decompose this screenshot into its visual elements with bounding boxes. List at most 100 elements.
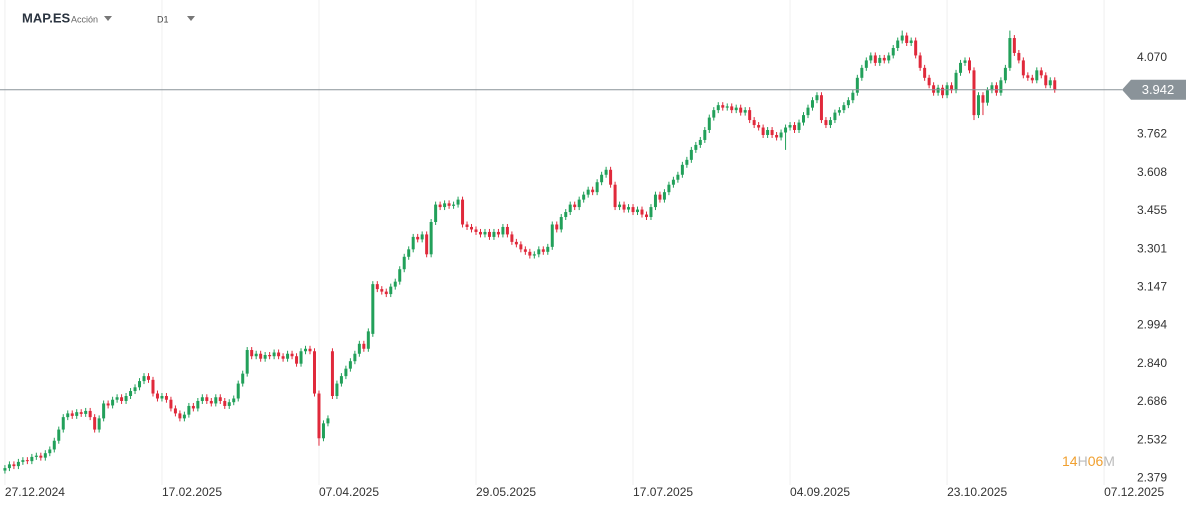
candle-body [828, 120, 832, 126]
x-tick-label: 23.10.2025 [947, 485, 1007, 499]
timeframe[interactable]: D1 [157, 14, 169, 24]
candles [3, 30, 1057, 474]
candle-body [604, 169, 608, 175]
candle-body [223, 400, 227, 406]
candle-body [882, 57, 886, 61]
candle-body [241, 373, 245, 384]
candle-body [810, 100, 814, 108]
y-tick-label: 2.686 [1137, 394, 1167, 408]
candle-body [725, 106, 729, 108]
candle-body [281, 356, 285, 359]
candle-body [371, 284, 375, 334]
countdown-minutes-unit: M [1103, 453, 1115, 469]
candle-body [259, 353, 263, 359]
candle-body [1026, 75, 1030, 78]
candle-body [236, 383, 240, 399]
candle-body [75, 412, 79, 416]
candle-body [985, 90, 989, 103]
candle-body [1048, 80, 1052, 86]
candle-body [263, 354, 267, 359]
candle-body [1021, 60, 1025, 76]
candle-body [348, 361, 352, 369]
candle-body [721, 105, 725, 108]
x-tick-label: 17.02.2025 [162, 485, 222, 499]
candle-body [873, 55, 877, 63]
candle-body [133, 387, 137, 392]
x-tick-label: 04.09.2025 [790, 485, 850, 499]
candle-body [321, 423, 325, 439]
candle-body [496, 231, 500, 235]
y-tick-label: 3.455 [1137, 203, 1167, 217]
candle-body [1039, 70, 1043, 76]
candle-body [775, 134, 779, 138]
candle-body [510, 234, 514, 242]
candle-body [214, 397, 218, 404]
candle-body [707, 117, 711, 131]
candle-body [860, 67, 864, 78]
y-tick-label: 3.762 [1137, 127, 1167, 141]
candle-body [66, 413, 70, 418]
candle-body [196, 400, 200, 409]
candle-body [295, 356, 299, 364]
candle-body [187, 405, 191, 415]
candle-body [703, 130, 707, 140]
candle-body [815, 95, 819, 101]
candle-body [456, 199, 460, 205]
candle-body [609, 169, 613, 185]
candle-body [254, 353, 258, 357]
candle-body [474, 229, 478, 232]
candle-body [976, 95, 980, 116]
candle-body [618, 204, 622, 208]
candle-body [734, 107, 738, 111]
symbol-dropdown[interactable] [104, 16, 112, 21]
candle-body [290, 353, 294, 357]
candle-body [932, 85, 936, 93]
candle-body [797, 122, 801, 131]
candle-body [653, 194, 657, 208]
candle-body [366, 331, 370, 349]
countdown-hours-unit: H [1078, 453, 1088, 469]
y-tick-label: 3.608 [1137, 165, 1167, 179]
candle-body [111, 399, 115, 406]
countdown-hours: 14 [1062, 453, 1078, 469]
candle-body [595, 182, 599, 193]
candle-body [227, 402, 231, 406]
candle-body [398, 269, 402, 282]
candle-body [155, 393, 159, 399]
candle-body [972, 70, 976, 116]
candle-body [52, 440, 56, 450]
candle-body [523, 249, 527, 252]
candle-body [806, 107, 810, 116]
candle-body [416, 236, 420, 240]
candle-body [425, 234, 429, 255]
instrument-type: Acción [71, 14, 98, 24]
candle-body [833, 112, 837, 121]
candle-body [918, 55, 922, 68]
candle-body [644, 214, 648, 218]
candle-body [84, 410, 88, 414]
candle-body [452, 204, 456, 206]
candle-body [559, 217, 563, 230]
candle-body [698, 139, 702, 145]
countdown-minutes: 06 [1088, 453, 1104, 469]
candle-body [555, 224, 559, 230]
y-tick-label: 2.840 [1137, 356, 1167, 370]
candle-body [950, 85, 954, 91]
candle-body [662, 192, 666, 200]
x-tick-label: 27.12.2024 [5, 485, 65, 499]
timeframe-dropdown[interactable] [187, 16, 195, 21]
candle-body [106, 403, 110, 406]
candle-body [178, 413, 182, 419]
candle-body [304, 348, 308, 352]
symbol[interactable]: MAP.ES [22, 10, 70, 25]
candle-body [268, 354, 272, 357]
candle-body [339, 376, 343, 384]
candle-body [636, 209, 640, 213]
candle-body [245, 350, 249, 374]
candle-body [784, 127, 788, 133]
candle-body [954, 72, 958, 91]
candle-body [79, 412, 83, 414]
candle-body [788, 125, 792, 128]
candle-body [869, 55, 873, 61]
candle-body [478, 231, 482, 235]
